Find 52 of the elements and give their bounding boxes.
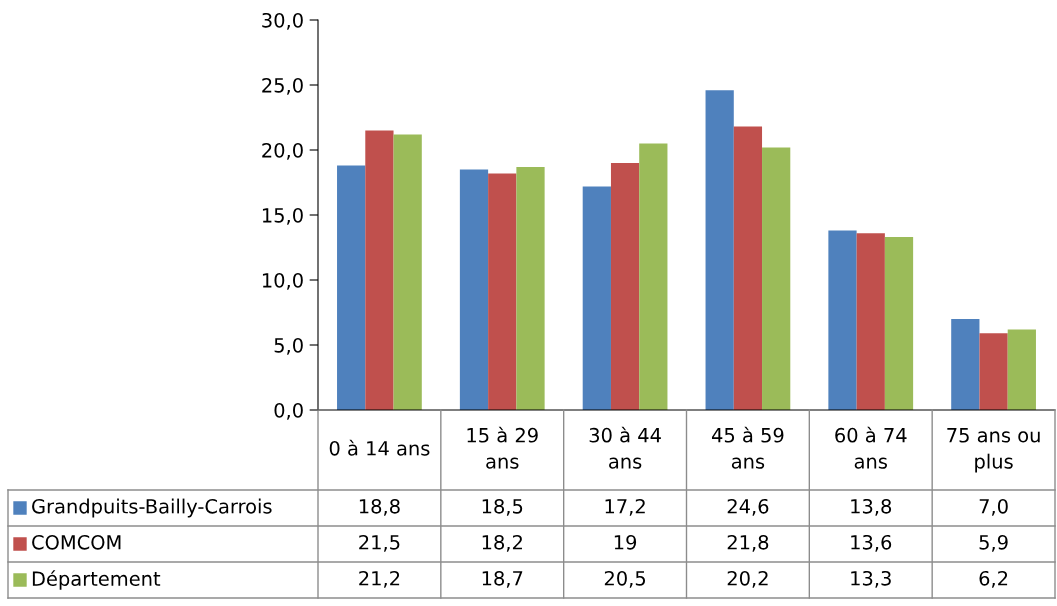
data-label: 18,7 [482,570,523,588]
bar [951,319,980,410]
x-tick-label: 15 à 29 ans [467,426,538,469]
bar [365,130,394,410]
data-label: 21,5 [359,534,400,552]
bar [459,169,489,410]
data-label: 24,6 [727,498,769,516]
bar [705,90,734,410]
y-tick-label: 25,0 [262,77,303,95]
bar [516,166,545,410]
y-tick-label: 30,0 [262,12,303,30]
y-tick-label: 20,0 [262,142,303,160]
x-tick-label: 30 à 44 ans [589,426,661,469]
data-label: 20,2 [727,570,768,588]
bar [639,143,668,410]
data-label: 6,2 [979,570,1008,588]
y-tick-label: 10,0 [262,272,303,290]
legend-label: COMCOM [32,534,121,550]
bar [733,126,763,410]
bar [610,163,640,410]
legend-label: Département [32,570,161,590]
data-label: 18,8 [359,498,400,516]
data-label: 13,3 [851,570,891,588]
bar [582,186,611,410]
bar [828,230,857,410]
bar [979,333,1008,410]
x-tick-label: 60 à 74 ans [835,426,907,469]
data-label: 21,8 [727,534,769,552]
y-tick-label: 15,0 [262,207,303,225]
y-tick-label: 0,0 [274,402,303,420]
x-tick-label: 45 à 59 ans [711,426,784,469]
bar [393,134,422,410]
data-label: 17,2 [605,498,645,516]
data-label: 13,8 [851,498,892,516]
bar [884,237,914,410]
x-tick-label: 75 ans ou plus [947,428,1040,473]
data-label: 7,0 [979,498,1008,516]
bar [337,165,366,410]
data-label: 20,5 [604,570,646,588]
data-label: 18,2 [482,534,522,552]
data-label: 18,5 [482,498,523,516]
bar [1007,329,1036,410]
legend-label: Grandpuits-Bailly-Carrois [32,498,272,518]
data-label: 5,9 [979,534,1008,552]
bar [762,147,791,410]
data-label: 21,2 [359,570,400,588]
data-label: 19 [614,534,637,550]
bar [488,173,517,410]
x-tick-label: 0 à 14 ans [329,439,430,456]
y-tick-label: 5,0 [274,337,303,355]
bar [856,233,885,410]
data-label: 13,6 [851,534,892,552]
